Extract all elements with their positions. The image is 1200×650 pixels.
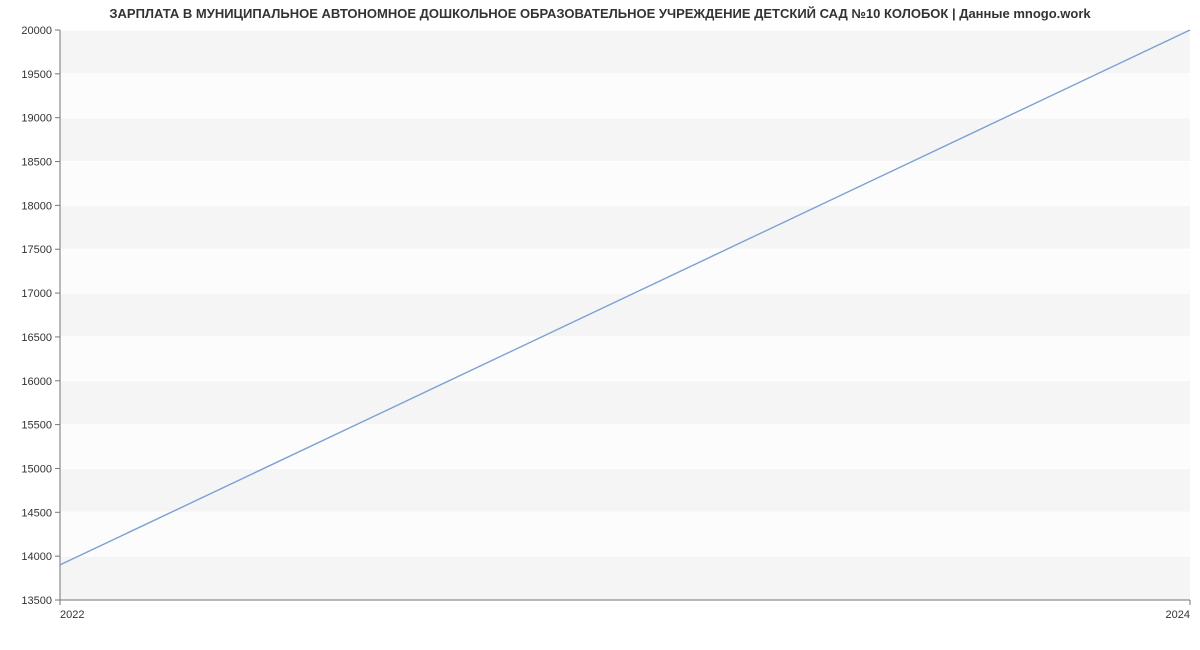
plot-band bbox=[60, 337, 1190, 381]
plot-band bbox=[60, 381, 1190, 425]
plot-band bbox=[60, 249, 1190, 293]
ytick-label: 16500 bbox=[21, 332, 52, 344]
ytick-label: 15000 bbox=[21, 463, 52, 475]
salary-line-chart: ЗАРПЛАТА В МУНИЦИПАЛЬНОЕ АВТОНОМНОЕ ДОШК… bbox=[0, 0, 1200, 650]
ytick-label: 20000 bbox=[21, 25, 52, 37]
ytick-label: 19000 bbox=[21, 113, 52, 125]
plot-band bbox=[60, 512, 1190, 556]
ytick-label: 16000 bbox=[21, 376, 52, 388]
plot-band bbox=[60, 162, 1190, 206]
plot-band bbox=[60, 425, 1190, 469]
plot-band bbox=[60, 293, 1190, 337]
ytick-label: 19500 bbox=[21, 69, 52, 81]
ytick-label: 18500 bbox=[21, 157, 52, 169]
xtick-label: 2024 bbox=[1166, 609, 1190, 621]
plot-band bbox=[60, 556, 1190, 600]
plot-band bbox=[60, 74, 1190, 118]
chart-title: ЗАРПЛАТА В МУНИЦИПАЛЬНОЕ АВТОНОМНОЕ ДОШК… bbox=[0, 6, 1200, 21]
ytick-label: 13500 bbox=[21, 595, 52, 607]
plot-band bbox=[60, 30, 1190, 74]
ytick-label: 14000 bbox=[21, 551, 52, 563]
xtick-label: 2022 bbox=[60, 609, 84, 621]
plot-band bbox=[60, 468, 1190, 512]
ytick-label: 14500 bbox=[21, 507, 52, 519]
plot-band bbox=[60, 118, 1190, 162]
plot-band bbox=[60, 205, 1190, 249]
ytick-label: 17500 bbox=[21, 244, 52, 256]
ytick-label: 18000 bbox=[21, 200, 52, 212]
ytick-label: 15500 bbox=[21, 420, 52, 432]
chart-svg: 13500 14000 14500 15000 15500 16000 16500 17000… bbox=[0, 0, 1200, 650]
ytick-label: 17000 bbox=[21, 288, 52, 300]
